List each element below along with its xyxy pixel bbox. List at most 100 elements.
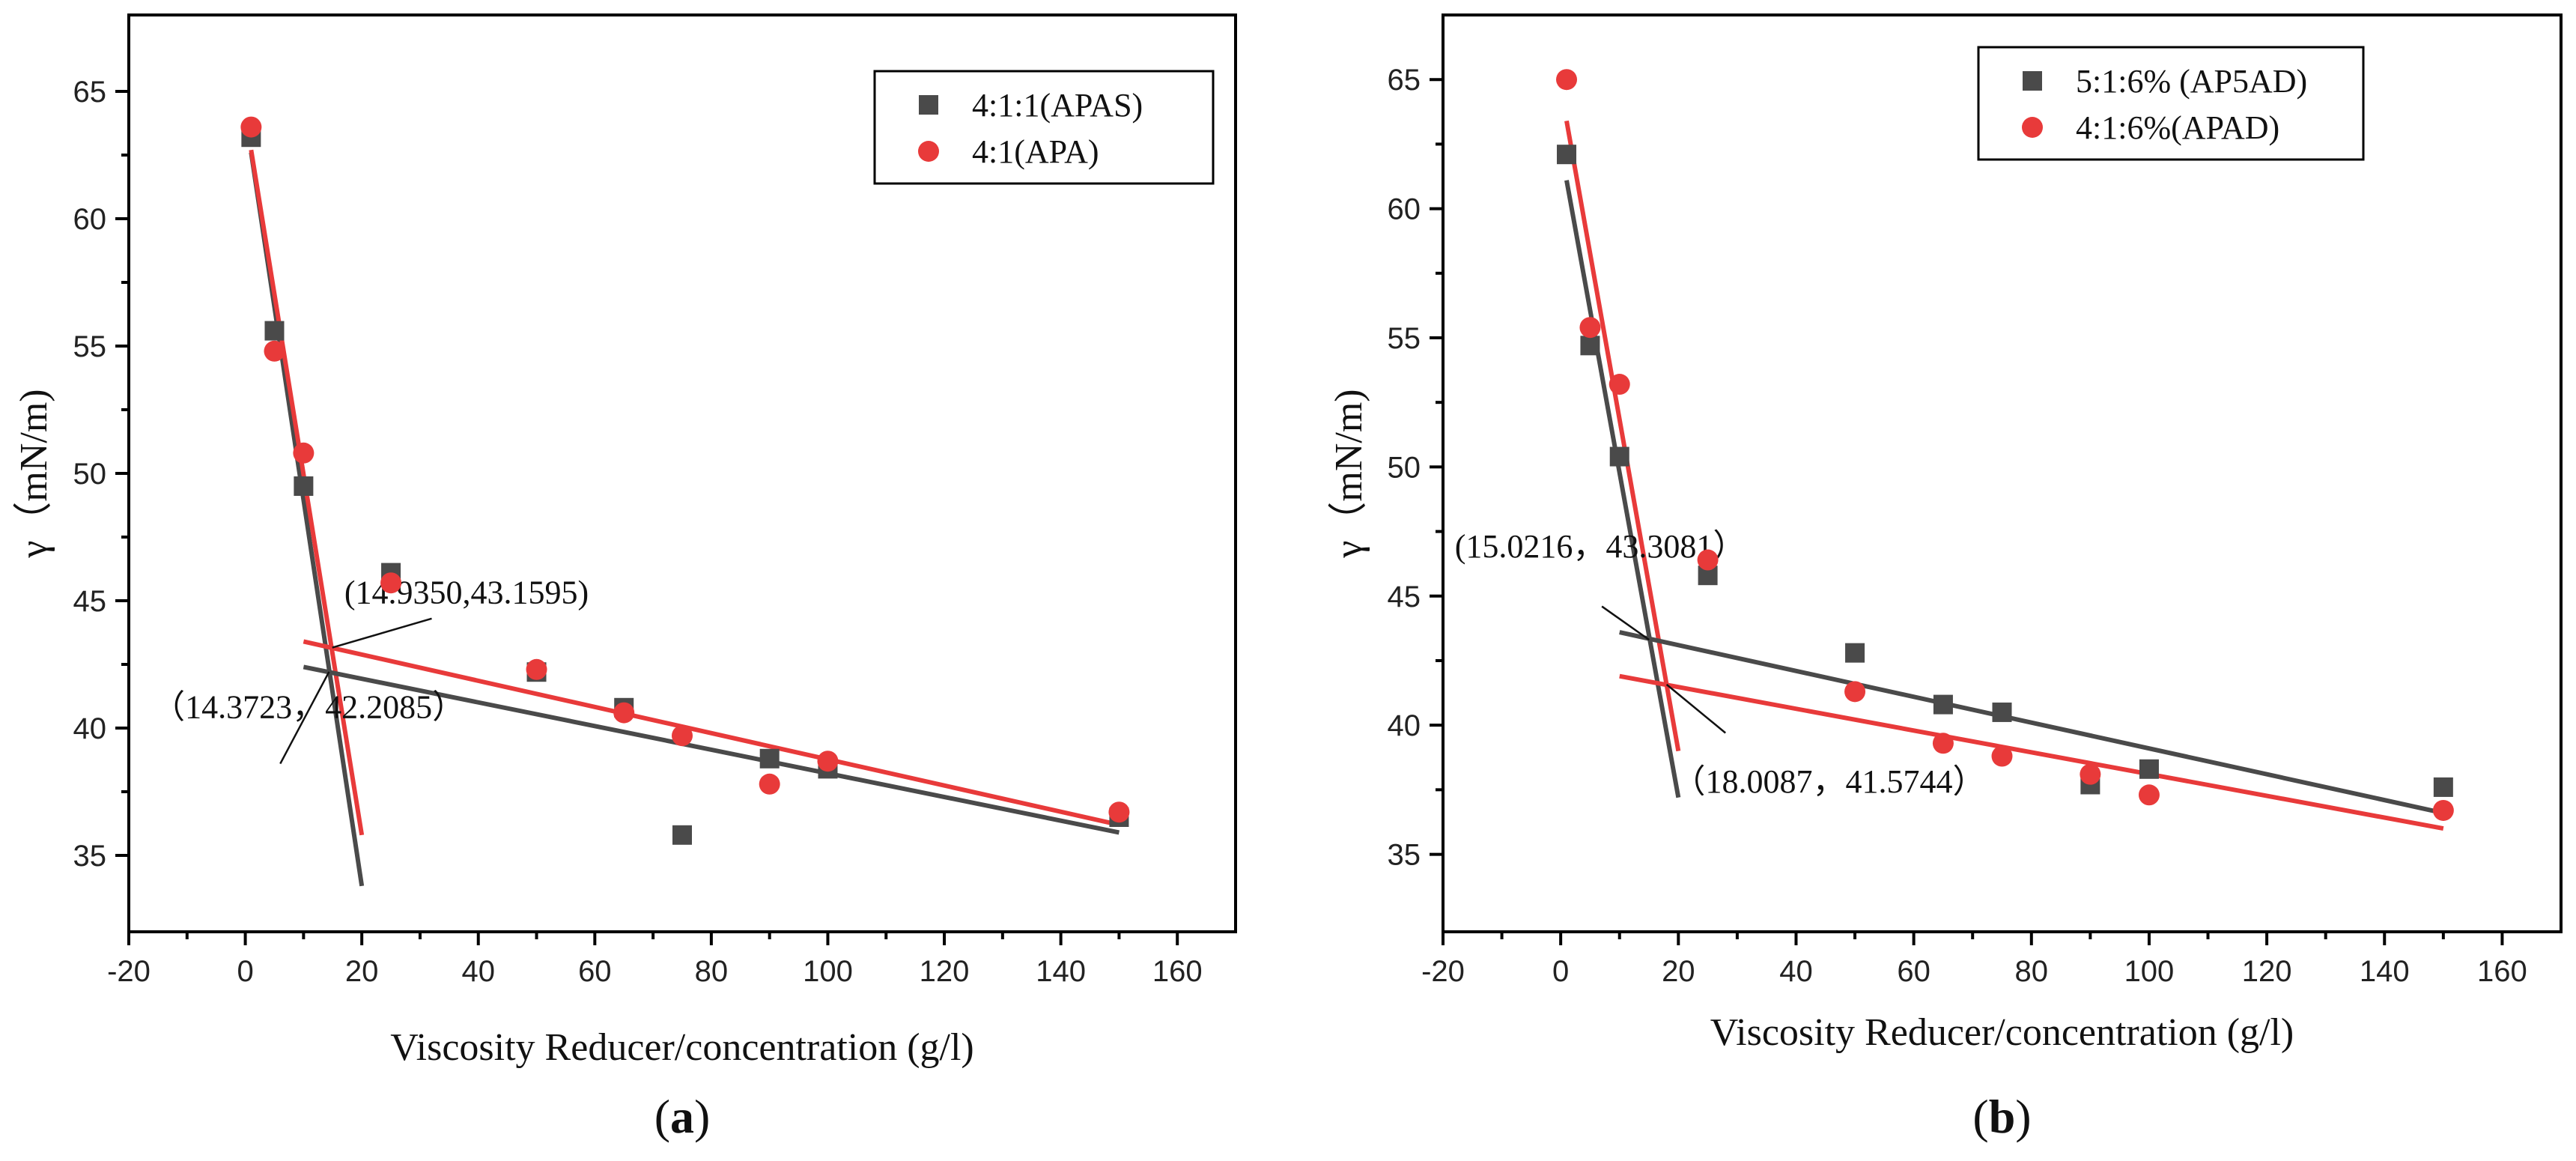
annotation-label: (14.9350,43.1595) xyxy=(344,574,589,610)
data-point-square xyxy=(294,476,314,496)
x-tick-label: 100 xyxy=(2124,955,2175,988)
data-point-circle xyxy=(1844,681,1866,703)
y-tick-label: 50 xyxy=(73,458,107,491)
data-point-circle xyxy=(293,442,315,464)
fit-line xyxy=(1619,630,2444,816)
y-tick-label: 45 xyxy=(73,585,107,618)
fit-line xyxy=(1619,673,2444,831)
data-point-square xyxy=(1845,643,1865,663)
data-point-square xyxy=(2433,777,2453,797)
x-tick-label: 20 xyxy=(345,955,379,988)
panel-label: (b) xyxy=(1972,1090,2031,1143)
y-tick-label: 35 xyxy=(73,840,107,873)
x-axis-title: Viscosity Reducer/concentration (g/l) xyxy=(1710,1011,2294,1054)
legend-marker-circle xyxy=(918,141,939,162)
data-point-circle xyxy=(526,658,547,680)
panel-b: -20 0 20 40 60 80 100 120 140 160 35 40 45 50 55 60 65 Vi… xyxy=(1328,13,2563,1143)
legend-label: 4:1(APA) xyxy=(972,133,1099,170)
fit-line xyxy=(303,664,1120,835)
legend-box xyxy=(1977,46,2365,161)
panel-a: -20 0 20 40 60 80 100 120 140 160 35 40 45 50 55 60 65 Vi… xyxy=(13,13,1237,1143)
x-tick-label: 80 xyxy=(2015,955,2049,988)
annotation-label: （18.0087，41.5744） xyxy=(1672,763,1985,800)
x-tick-label: 140 xyxy=(2360,955,2410,988)
annotation-label: (15.0216，43.3081） xyxy=(1455,528,1746,565)
data-point-circle xyxy=(1556,69,1578,91)
annotation-leader xyxy=(1601,605,1650,641)
x-tick-label: 100 xyxy=(803,955,853,988)
annotation-label: （14.3723，42.2085） xyxy=(152,688,465,725)
x-tick-label: 60 xyxy=(1897,955,1931,988)
legend-box xyxy=(873,70,1215,185)
y-tick-label: 45 xyxy=(1388,580,1421,613)
y-tick-label: 60 xyxy=(73,203,107,236)
x-tick-label: 40 xyxy=(1779,955,1813,988)
y-tick-label: 55 xyxy=(1388,322,1421,355)
x-tick-label: 160 xyxy=(2477,955,2527,988)
data-point-square xyxy=(672,825,692,845)
data-point-square xyxy=(1580,336,1600,356)
legend-marker-square xyxy=(2023,71,2042,91)
data-point-circle xyxy=(1108,801,1130,823)
legend-label: 4:1:6%(APAD) xyxy=(2076,109,2279,146)
x-tick-label: 20 xyxy=(1662,955,1695,988)
y-tick-label: 55 xyxy=(73,330,107,363)
data-point-circle xyxy=(2138,784,2160,806)
data-point-square xyxy=(264,321,285,341)
data-point-square xyxy=(1557,145,1577,165)
panel-label: (a) xyxy=(654,1090,711,1143)
y-tick-label: 65 xyxy=(73,76,107,109)
data-point-circle xyxy=(2080,763,2101,785)
fit-line xyxy=(1564,180,1681,798)
x-tick-label: 120 xyxy=(2242,955,2292,988)
x-tick-label: 80 xyxy=(695,955,729,988)
y-tick-label: 35 xyxy=(1388,839,1421,872)
data-point-circle xyxy=(240,116,262,138)
x-tick-label: 60 xyxy=(578,955,612,988)
data-point-circle xyxy=(817,751,839,772)
y-tick-label: 40 xyxy=(73,712,107,745)
data-point-circle xyxy=(1579,317,1601,339)
y-tick-label: 60 xyxy=(1388,193,1421,226)
data-point-circle xyxy=(264,340,285,362)
x-tick-label: 0 xyxy=(237,955,253,988)
data-point-circle xyxy=(1991,745,2013,767)
fit-line xyxy=(1564,120,1681,752)
data-point-circle xyxy=(2432,799,2454,821)
plot-frame xyxy=(1442,13,2563,933)
data-point-square xyxy=(1992,702,2012,722)
y-tick-label: 50 xyxy=(1388,451,1421,484)
data-point-circle xyxy=(1697,549,1719,571)
x-tick-label: 140 xyxy=(1036,955,1086,988)
x-tick-label: 0 xyxy=(1552,955,1569,988)
y-tick-label: 65 xyxy=(1388,64,1421,97)
data-point-circle xyxy=(672,725,693,747)
annotation-leader xyxy=(332,617,432,649)
data-point-square xyxy=(1933,694,1953,715)
x-tick-label: 120 xyxy=(920,955,970,988)
annotation-leader xyxy=(279,671,330,765)
legend-label: 4:1:1(APAS) xyxy=(972,87,1143,124)
data-point-circle xyxy=(759,773,780,795)
legend-marker-circle xyxy=(2022,117,2043,138)
data-point-square xyxy=(759,748,780,769)
y-axis-title: γ（mN/m) xyxy=(1328,389,1370,558)
fit-line xyxy=(303,639,1120,828)
x-tick-label: -20 xyxy=(107,955,151,988)
data-point-square xyxy=(2139,759,2159,779)
x-tick-label: -20 xyxy=(1421,955,1465,988)
data-point-circle xyxy=(1932,733,1954,754)
data-point-circle xyxy=(613,702,635,724)
x-tick-label: 160 xyxy=(1152,955,1203,988)
x-tick-label: 40 xyxy=(461,955,495,988)
data-point-circle xyxy=(1609,374,1630,395)
legend-marker-square xyxy=(919,95,938,115)
x-axis-title: Viscosity Reducer/concentration (g/l) xyxy=(390,1026,974,1069)
y-axis-title: γ（mN/m) xyxy=(13,389,55,558)
legend-label: 5:1:6% (AP5AD) xyxy=(2076,63,2307,100)
y-tick-label: 40 xyxy=(1388,709,1421,742)
data-point-circle xyxy=(380,572,402,594)
data-point-square xyxy=(1609,446,1629,467)
annotation-leader xyxy=(1665,683,1726,734)
